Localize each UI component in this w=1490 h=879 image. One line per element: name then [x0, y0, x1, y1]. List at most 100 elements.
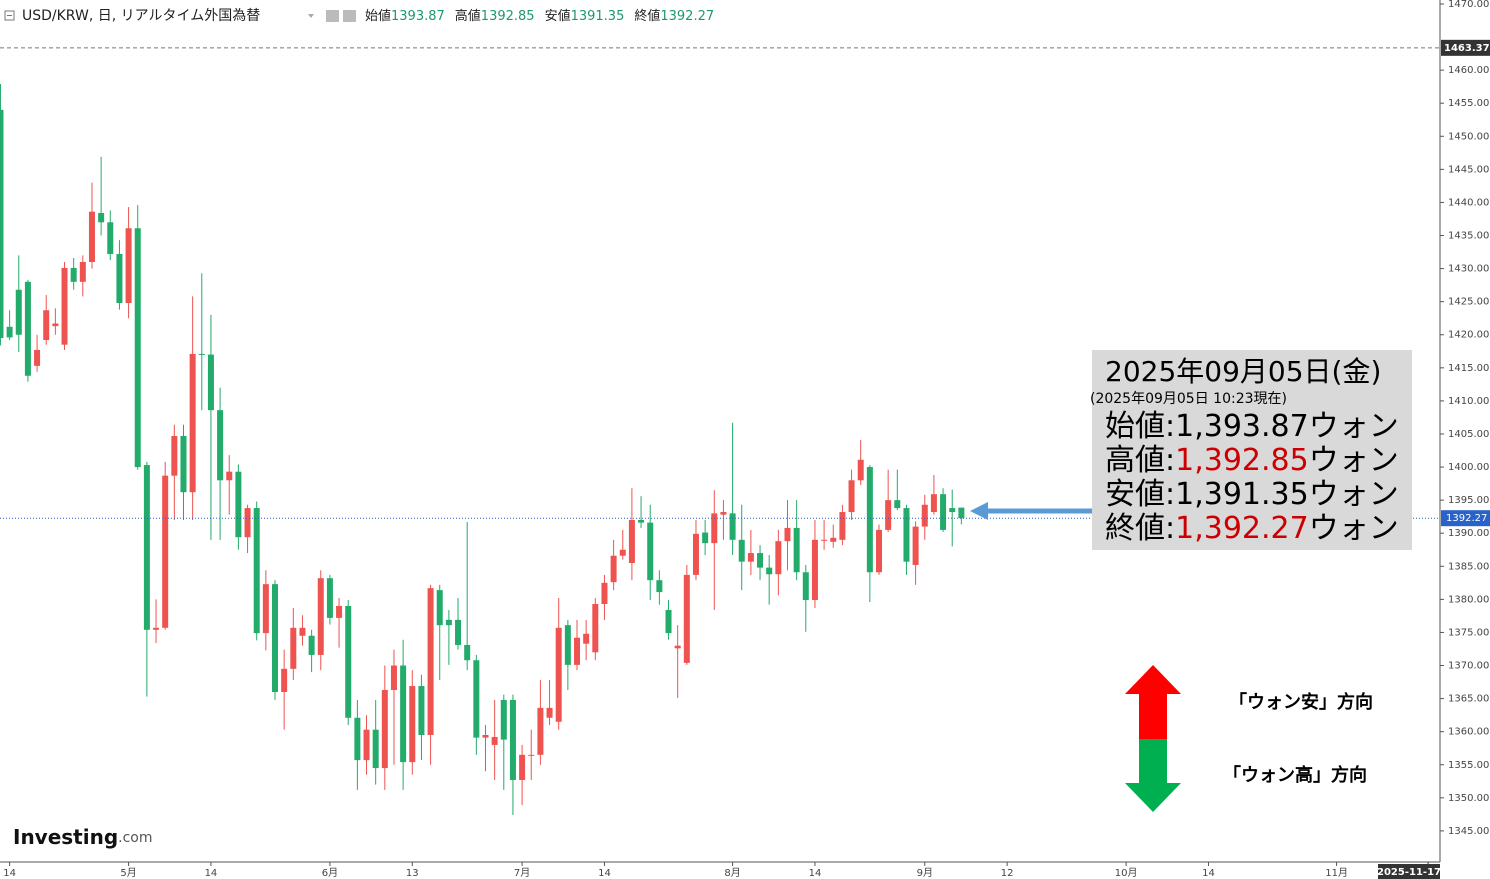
candle-body — [839, 512, 846, 540]
candle-body — [308, 635, 315, 655]
candle-body — [116, 254, 123, 303]
candle-body — [24, 281, 31, 376]
candle-body — [418, 686, 425, 735]
date-marker-label: 2025-11-17 — [1377, 867, 1441, 878]
candle-body — [427, 588, 434, 735]
legend-value: 1392.27 — [660, 9, 714, 24]
y-tick-label: 1385.00 — [1448, 561, 1489, 572]
row-separator: : — [1165, 409, 1175, 444]
candle-body — [628, 519, 635, 563]
candle-body — [528, 754, 535, 756]
x-tick-label: 9月 — [917, 867, 933, 879]
collapse-icon[interactable] — [4, 10, 15, 21]
candle-body — [445, 619, 452, 626]
candle-body — [171, 435, 178, 476]
y-tick-label: 1435.00 — [1448, 231, 1489, 242]
candle-body — [162, 475, 169, 628]
candle-body — [52, 323, 59, 327]
legend-value: 1393.87 — [391, 9, 445, 24]
candle-body — [775, 541, 782, 575]
candle-body — [811, 539, 818, 601]
candle-body — [317, 578, 324, 655]
candle-body — [207, 354, 214, 411]
x-tick-label: 14 — [205, 868, 218, 879]
candle-body — [226, 471, 233, 481]
candle-body — [61, 267, 68, 345]
info-rows: 始値:1,393.87ウォン高値:1,392.85ウォン安値:1,391.35ウ… — [1105, 409, 1399, 546]
candle-body — [564, 625, 571, 665]
dropdown-icon[interactable] — [308, 14, 314, 18]
candle-body — [784, 527, 791, 542]
y-tick-label: 1450.00 — [1448, 131, 1489, 142]
candle-body — [409, 686, 416, 763]
up-arrow — [1125, 665, 1181, 739]
candle-body — [537, 707, 544, 755]
row-unit: ウォン — [1309, 409, 1399, 444]
row-value: 1,392.85 — [1175, 443, 1309, 478]
candle-body — [272, 584, 279, 692]
candle-body — [940, 494, 947, 530]
candle-body — [894, 500, 901, 509]
candle-body — [455, 619, 462, 646]
x-tick-label: 14 — [1202, 868, 1215, 879]
x-tick-label: 13 — [406, 868, 419, 879]
y-tick-label: 1380.00 — [1448, 594, 1489, 605]
candle-body — [793, 527, 800, 573]
candle-body — [821, 539, 828, 541]
candle-body — [79, 261, 86, 282]
logo-name: Investing — [13, 825, 118, 849]
candle-body — [436, 590, 443, 626]
candle-body — [198, 353, 205, 355]
logo: Investing.com — [13, 825, 153, 849]
candle-body — [519, 754, 526, 780]
x-tick-label: 14 — [809, 868, 822, 879]
y-tick-label: 1390.00 — [1448, 528, 1489, 539]
candle-body — [647, 522, 654, 581]
last-price-label: 1392.27 — [1446, 513, 1487, 524]
info-row: 終値:1,392.27ウォン — [1105, 511, 1399, 546]
reference-label-box — [1441, 39, 1490, 56]
candle-body — [281, 668, 288, 692]
row-value: 1,391.35 — [1175, 477, 1309, 512]
y-tick-label: 1470.00 — [1448, 0, 1489, 10]
y-tick-label: 1445.00 — [1448, 164, 1489, 175]
x-tick-label: 6月 — [322, 867, 338, 879]
x-tick-label: 14 — [3, 868, 16, 879]
candle-body — [464, 645, 471, 661]
row-separator: : — [1165, 443, 1175, 478]
pointer-head — [970, 502, 988, 520]
settings-icon[interactable] — [343, 10, 356, 22]
candle-body — [98, 213, 105, 223]
candle-body — [400, 665, 407, 763]
candle-body — [217, 410, 224, 481]
arrow-pointer — [970, 502, 1092, 520]
candle-body — [43, 310, 50, 341]
info-row: 始値:1,393.87ウォン — [1105, 409, 1399, 444]
candle-body — [747, 553, 754, 562]
candle-body — [638, 519, 645, 523]
logo-suffix: .com — [118, 830, 152, 846]
candle-body — [757, 553, 764, 568]
y-tick-label: 1365.00 — [1448, 694, 1489, 705]
candle-body — [143, 465, 150, 630]
candle-body — [372, 729, 379, 769]
candle-body — [363, 729, 370, 761]
candle-body — [912, 526, 919, 565]
eye-icon[interactable] — [326, 10, 339, 22]
candle-body — [546, 707, 553, 718]
x-tick-label: 10月 — [1115, 867, 1138, 879]
legend-label: 安値 — [545, 8, 571, 24]
candle-body — [857, 459, 864, 481]
candle-body — [15, 289, 22, 335]
x-tick-label: 12 — [1001, 868, 1014, 879]
candle-body — [674, 645, 681, 649]
y-tick-label: 1455.00 — [1448, 98, 1489, 109]
up-label: 「ウォン安」方向 — [1229, 691, 1373, 713]
row-value: 1,392.27 — [1175, 511, 1309, 546]
y-tick-label: 1400.00 — [1448, 462, 1489, 473]
candle-body — [592, 603, 599, 653]
x-tick-label: 8月 — [724, 867, 740, 879]
info-date: 2025年09月05日(金) — [1105, 355, 1381, 388]
candle-body — [866, 467, 873, 573]
